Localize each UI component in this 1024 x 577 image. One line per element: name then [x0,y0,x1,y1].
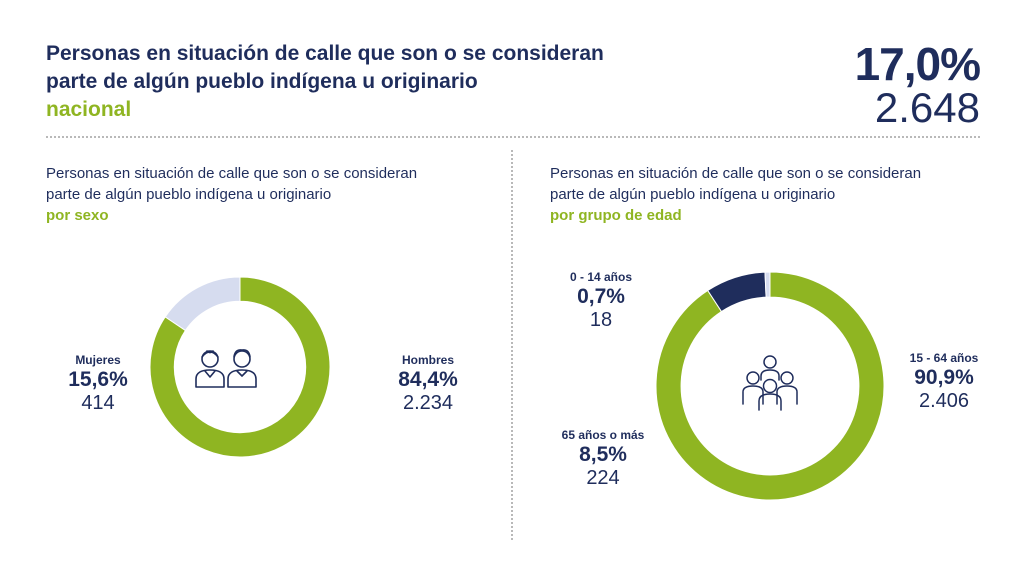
left-subtitle-line-2: parte de algún pueblo indígena u origina… [46,186,332,203]
right-subtitle-accent: por grupo de edad [550,207,682,224]
label-hombres-count: 2.234 [402,392,454,414]
donut-chart-sex [149,276,331,458]
label-mujeres-pct: 15,6% [68,368,128,391]
label-hombres: Hombres 84,4% 2.234 [384,352,472,414]
title-line-2: parte de algún pueblo indígena u origina… [46,70,478,93]
header-divider [46,136,980,138]
donut-slice-mujeres [164,276,241,332]
label-15-64-count: 2.406 [918,390,970,412]
right-subtitle-line-1: Personas en situación de calle que son o… [550,165,922,182]
donut-slice-hombres [149,276,331,458]
label-15-64: 15 - 64 años 90,9% 2.406 [898,350,990,412]
donut-slice-0-14-a-os [764,271,771,298]
label-mujeres: Mujeres 15,6% 414 [58,352,138,414]
label-hombres-name: Hombres [401,353,454,367]
label-mujeres-name: Mujeres [75,353,121,367]
title-line-1: Personas en situación de calle que son o… [46,42,604,65]
label-0-14: 0 - 14 años 0,7% 18 [556,269,646,331]
page-title: Personas en situación de calle que son o… [46,40,746,124]
right-subtitle: Personas en situación de calle que son o… [550,163,1020,226]
label-15-64-pct: 90,9% [914,366,974,389]
total-percentage: 17,0% [854,38,981,90]
total-count: 2.648 [874,84,980,131]
label-65-mas-count: 224 [586,467,620,489]
label-0-14-count: 18 [589,309,613,331]
label-65-mas-name: 65 años o más [561,428,645,442]
left-subtitle-line-1: Personas en situación de calle que son o… [46,165,418,182]
label-15-64-name: 15 - 64 años [909,351,979,365]
label-0-14-pct: 0,7% [577,285,625,308]
donut-chart-age [655,271,885,501]
left-subtitle: Personas en situación de calle que son o… [46,163,516,226]
title-accent: nacional [46,98,132,121]
group-of-people-icon [742,355,798,411]
right-subtitle-line-2: parte de algún pueblo indígena u origina… [550,186,836,203]
donut-slice-15-64-a-os [655,271,885,501]
women-men-icon [195,349,257,388]
label-hombres-pct: 84,4% [398,368,458,391]
label-65-mas-pct: 8,5% [579,443,627,466]
label-mujeres-count: 414 [81,392,115,414]
label-65-mas: 65 años o más 8,5% 224 [551,427,655,489]
section-divider [511,150,513,540]
label-0-14-name: 0 - 14 años [569,270,633,284]
left-subtitle-accent: por sexo [46,207,109,224]
